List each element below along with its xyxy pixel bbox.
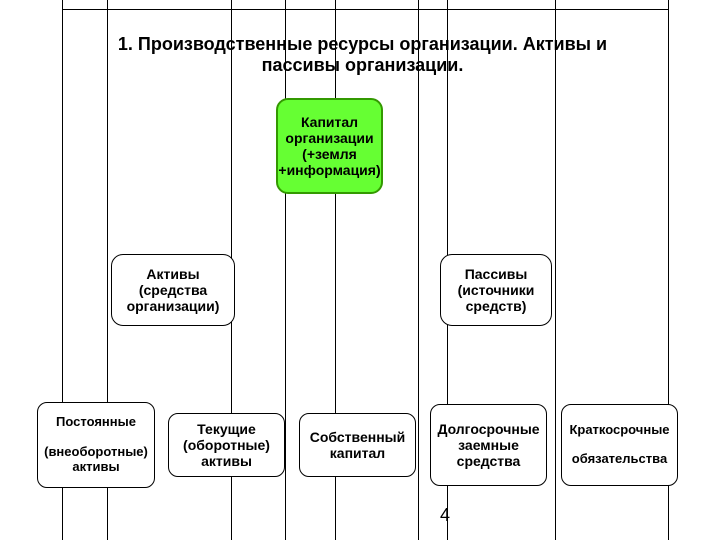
node-liabilities: Пассивы (источники средств) [440,254,552,326]
node-assets: Активы (средства организации) [111,254,235,326]
node-long-term: Долгосрочные заемные средства [430,404,547,486]
node-equity: Собственный капитал [299,413,416,477]
node-short-term: Краткосрочные обязательства [561,404,678,486]
vline-3 [285,0,286,540]
node-current-assets: Текущие (оборотные) активы [168,413,285,477]
node-root: Капитал организации (+земля +информация) [276,98,383,194]
vline-7 [555,0,556,540]
hline-0 [62,9,668,10]
page-title: 1. Производственные ресурсы организации.… [85,34,640,80]
node-fixed-assets: Постоянные (внеоборотные) активы [37,402,155,488]
page-number: 4 [440,505,450,526]
vline-5 [418,0,419,540]
